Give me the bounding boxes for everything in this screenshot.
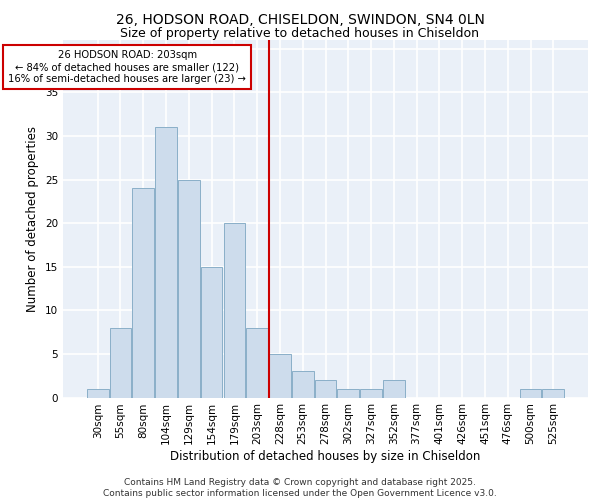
Text: Contains HM Land Registry data © Crown copyright and database right 2025.
Contai: Contains HM Land Registry data © Crown c… [103,478,497,498]
Bar [383,380,404,398]
Y-axis label: Number of detached properties: Number of detached properties [26,126,40,312]
Bar [542,389,564,398]
Text: 26 HODSON ROAD: 203sqm
← 84% of detached houses are smaller (122)
16% of semi-de: 26 HODSON ROAD: 203sqm ← 84% of detached… [8,50,246,84]
Bar [133,188,154,398]
Bar [247,328,268,398]
Text: Size of property relative to detached houses in Chiseldon: Size of property relative to detached ho… [121,28,479,40]
Bar [292,372,314,398]
Bar [314,380,337,398]
X-axis label: Distribution of detached houses by size in Chiseldon: Distribution of detached houses by size … [170,450,481,463]
Bar [178,180,200,398]
Bar [360,389,382,398]
Bar [110,328,131,398]
Bar [337,389,359,398]
Bar [224,223,245,398]
Text: 26, HODSON ROAD, CHISELDON, SWINDON, SN4 0LN: 26, HODSON ROAD, CHISELDON, SWINDON, SN4… [116,12,484,26]
Bar [520,389,541,398]
Bar [87,389,109,398]
Bar [201,266,223,398]
Bar [269,354,291,398]
Bar [155,127,177,398]
